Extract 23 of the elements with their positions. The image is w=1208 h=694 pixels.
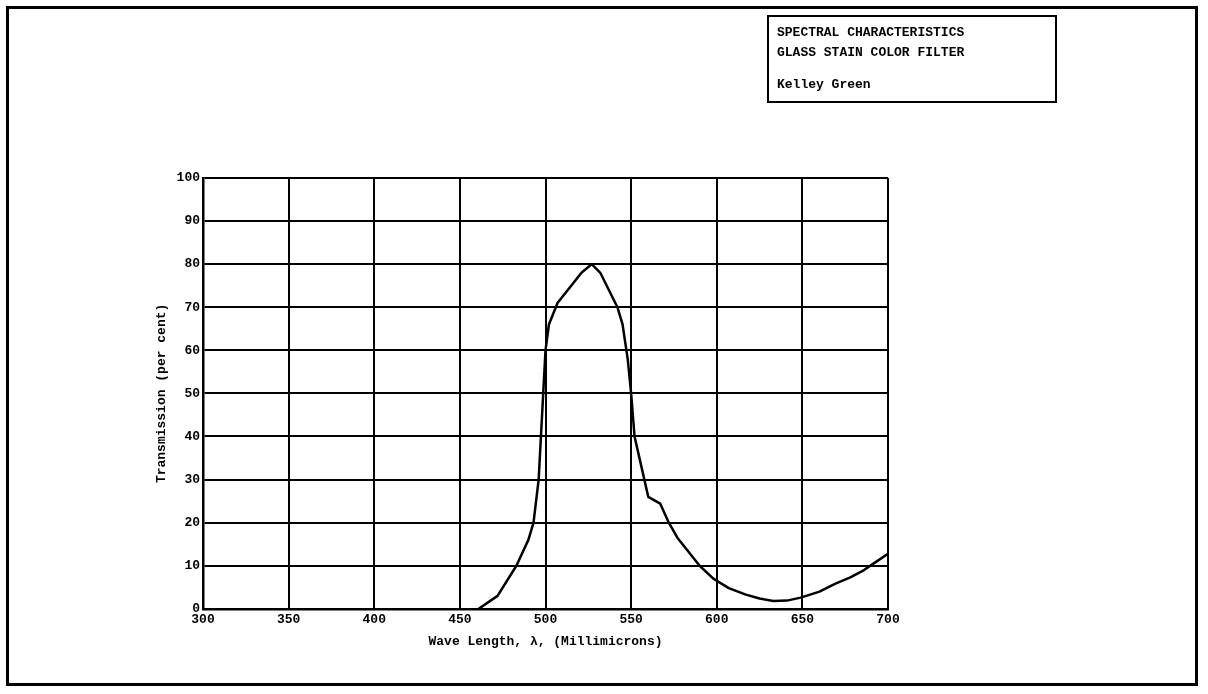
y-tick-label: 70 — [184, 299, 201, 315]
y-tick-label: 20 — [184, 514, 201, 530]
chart-title: SPECTRAL CHARACTERISTICS — [777, 24, 966, 42]
x-tick-label: 350 — [276, 611, 301, 627]
y-tick-label: 50 — [184, 385, 201, 401]
x-tick-label: 600 — [705, 611, 729, 627]
y-tick-label: 10 — [184, 558, 201, 573]
x-tick-label: 400 — [362, 611, 387, 627]
x-tick-label: 700 — [876, 611, 900, 627]
x-tick-label: 650 — [790, 611, 815, 627]
y-tick-label: 80 — [184, 256, 201, 272]
x-tick-label: 500 — [533, 611, 558, 627]
x-tick-label: 550 — [619, 611, 644, 627]
y-tick-label: 30 — [184, 471, 201, 487]
y-tick-label: 60 — [184, 342, 201, 358]
y-tick-label: 90 — [184, 213, 201, 229]
x-axis-title: Wave Length, λ, (Millimicrons) — [428, 634, 663, 650]
y-axis-title: Transmission (per cent) — [154, 303, 170, 484]
y-tick-label: 100 — [176, 170, 201, 186]
text: Kelley Green — [777, 76, 872, 94]
x-tick-label: 450 — [448, 611, 472, 627]
y-tick-label: 40 — [184, 428, 201, 444]
chart-subtitle: GLASS STAIN COLOR FILTER — [777, 44, 966, 62]
